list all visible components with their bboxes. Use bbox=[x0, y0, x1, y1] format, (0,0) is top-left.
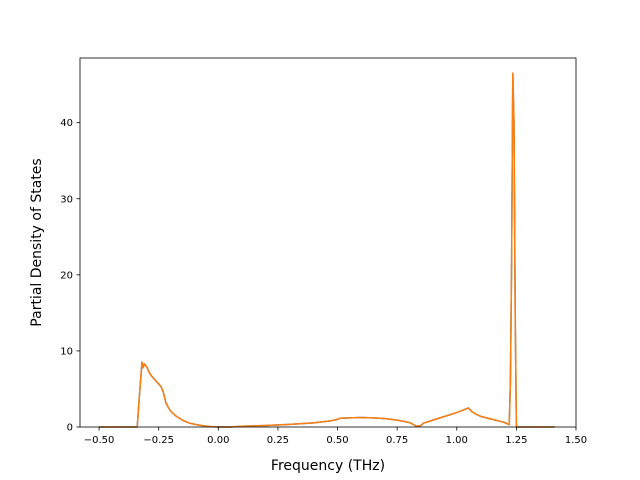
y-tick-label: 30 bbox=[60, 194, 73, 205]
x-axis: −0.50 −0.25 0.00 0.25 0.50 0.75 1.00 1.25 1.50 bbox=[84, 427, 587, 446]
y-axis: 0 10 20 30 40 bbox=[60, 118, 80, 434]
series-line-2 bbox=[99, 72, 555, 428]
x-tick-label: 0.75 bbox=[386, 435, 408, 446]
x-tick-label: 1.25 bbox=[505, 435, 527, 446]
y-tick-label: 10 bbox=[60, 346, 73, 357]
y-tick-label: 40 bbox=[60, 118, 73, 129]
y-tick-label: 20 bbox=[60, 270, 73, 281]
series-layer bbox=[99, 72, 555, 428]
plot-area-frame bbox=[79, 57, 577, 428]
x-axis-title: Frequency (THz) bbox=[271, 458, 385, 474]
x-tick-label: −0.50 bbox=[84, 435, 115, 446]
y-axis-title: Partial Density of States bbox=[29, 158, 45, 326]
y-tick-label: 0 bbox=[67, 423, 73, 434]
x-tick-label: 0.50 bbox=[326, 435, 348, 446]
x-tick-label: 0.25 bbox=[267, 435, 289, 446]
x-tick-label: −0.25 bbox=[143, 435, 174, 446]
x-tick-label: 1.00 bbox=[446, 435, 468, 446]
x-tick-label: 1.50 bbox=[565, 435, 587, 446]
x-tick-label: 0.00 bbox=[207, 435, 229, 446]
